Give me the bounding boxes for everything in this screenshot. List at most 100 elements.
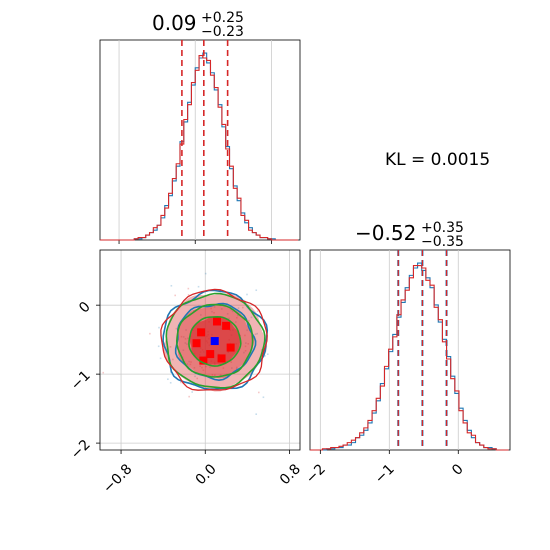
x-tick-label-3-1: 0.0 [193, 461, 220, 488]
scatter-point [190, 361, 192, 363]
contour-line-a-outer [162, 289, 269, 391]
scatter-point [202, 369, 205, 372]
scatter-point [234, 321, 237, 323]
scatter-point [244, 345, 247, 348]
scatter-point [244, 349, 247, 352]
scatter-point [196, 377, 199, 380]
scatter-point [243, 351, 245, 354]
scatter-point [200, 314, 202, 316]
scatter-point [180, 381, 182, 384]
scatter-point [187, 337, 189, 340]
scatter-point [187, 287, 190, 290]
scatter-point [255, 413, 258, 415]
histogram-series-1-0 [310, 262, 509, 451]
scatter-point [214, 374, 216, 377]
density-cell-4 [192, 339, 201, 348]
histogram-steps-2 [310, 262, 509, 451]
x-ticks-2: −2 −1 0 [303, 450, 467, 487]
scatter-point [194, 375, 196, 378]
title-value-1: 0.09 [152, 11, 197, 35]
scatter-point [204, 272, 207, 275]
scatter-point [158, 326, 160, 329]
scatter-point [210, 307, 212, 310]
scatter-point [260, 349, 263, 351]
scatter-point [188, 360, 190, 363]
scatter-point [235, 366, 238, 369]
scatter-point [169, 346, 172, 348]
joint-contour-panel: −0.8 0.0 0.8 −2 −1 0 [68, 229, 304, 497]
scatter-point [175, 327, 178, 330]
scatter-point [157, 345, 160, 348]
scatter-point [170, 371, 172, 374]
scatter-point [242, 306, 244, 309]
scatter-point [250, 316, 253, 319]
scatter-point [102, 371, 105, 374]
scatter-point [189, 363, 192, 366]
quantile-lines-1 [181, 40, 229, 240]
density-cell-5 [213, 317, 222, 326]
scatter-point [243, 299, 246, 302]
scatter-point [180, 335, 183, 338]
scatter-point [193, 310, 195, 312]
scatter-point [193, 367, 196, 369]
y-tick-label-3-1: −1 [68, 368, 94, 394]
scatter-point [247, 342, 250, 345]
x-tick-label-2-2: 0 [449, 461, 467, 479]
scatter-point [230, 308, 233, 311]
marginal-histogram-param-2: −2 −1 0 −0.52 +0.35 −0.35 [303, 220, 511, 487]
scatter-point [201, 366, 203, 369]
y-tick-label-3-2: 0 [76, 299, 94, 317]
contour-content [102, 229, 304, 415]
scatter-point [169, 381, 172, 384]
quantile-lines-2 [397, 250, 448, 450]
panel-frame-2 [309, 249, 511, 451]
scatter-point [185, 329, 187, 331]
scatter-point [252, 337, 255, 339]
scatter-point [246, 329, 248, 332]
title-upper-2: +0.35 [421, 220, 464, 236]
scatter-point [231, 310, 234, 313]
scatter-point [197, 285, 200, 288]
scatter-point [236, 316, 238, 319]
scatter-point [188, 395, 190, 398]
x-tick-label-2-1: −1 [372, 461, 398, 487]
scatter-point [184, 338, 187, 340]
scatter-point [211, 310, 213, 313]
scatter-point [206, 229, 208, 231]
title-value-2: −0.52 [355, 221, 416, 245]
histogram-steps-1 [100, 52, 299, 241]
scatter-point [235, 368, 238, 370]
scatter-point [149, 332, 151, 335]
contour-line-b-inner [188, 315, 242, 367]
scatter-point [209, 366, 211, 368]
scatter-point [205, 365, 207, 368]
histogram-series-0-0 [100, 52, 299, 241]
contour-line-b-mid [175, 303, 254, 378]
scatter-point [257, 391, 260, 394]
scatter-point [219, 374, 222, 376]
panel-frame-3 [99, 249, 301, 451]
marginal-histogram-param-1: 0.09 +0.25 −0.23 [99, 10, 301, 244]
scatter-point [228, 317, 230, 320]
x-tick-label-2-0: −2 [303, 461, 329, 487]
scatter-point [237, 307, 240, 309]
contour-line-red-outer [160, 288, 268, 391]
density-cell-1 [222, 321, 231, 330]
grid-lines-2 [319, 250, 459, 450]
scatter-point [248, 319, 250, 322]
scatter-point [182, 349, 185, 352]
scatter-point [302, 341, 304, 343]
histogram-series-1-1 [310, 264, 509, 451]
y-ticks-3: −2 −1 0 [68, 299, 100, 463]
scatter-point [213, 311, 215, 314]
scatter-point [213, 306, 216, 308]
scatter-point [167, 378, 169, 381]
scatter-point [186, 363, 189, 365]
title-lower-2: −0.35 [421, 234, 464, 250]
scatter-point [186, 343, 188, 345]
y-tick-label-3-0: −2 [68, 437, 94, 463]
density-cell-2 [206, 350, 215, 359]
scatter-point [222, 367, 225, 369]
scatter-point [182, 336, 185, 338]
